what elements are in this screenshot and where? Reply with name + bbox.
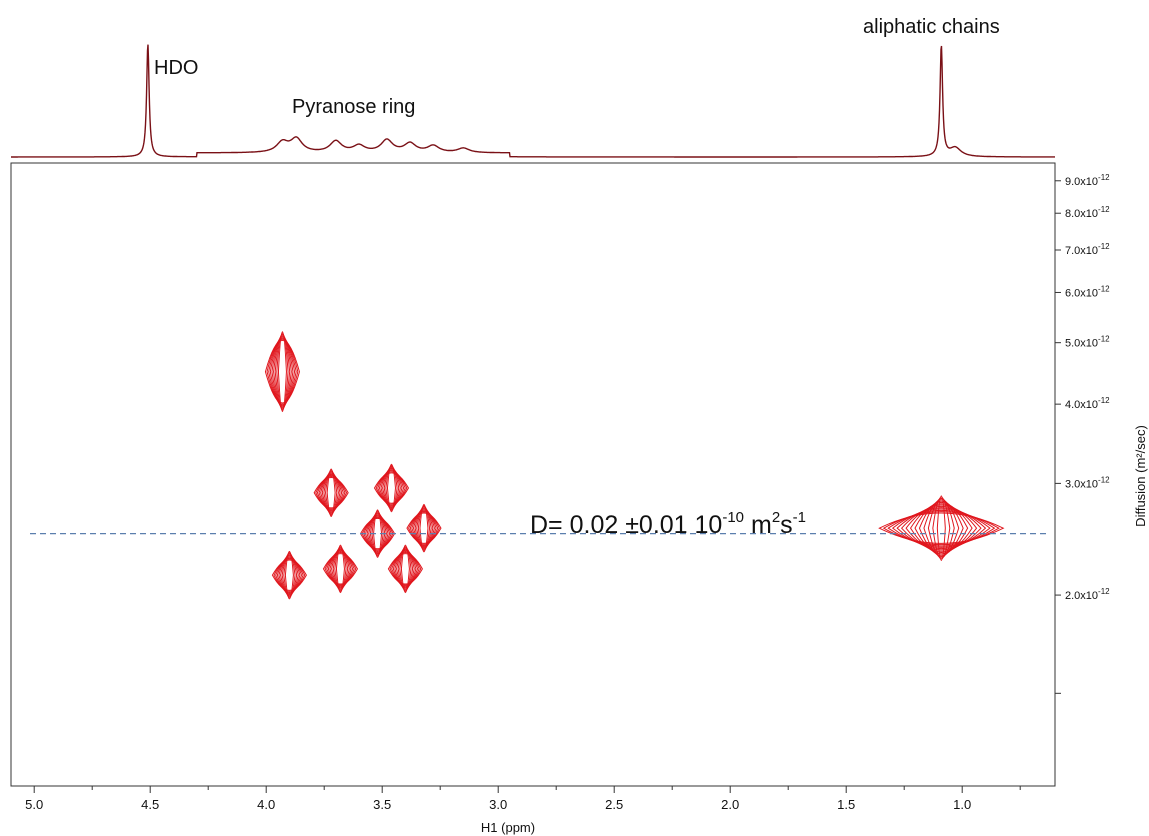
y-tick-exponent: -12: [1098, 205, 1110, 214]
contour-line: [275, 557, 304, 593]
contour-peak: [878, 495, 1005, 561]
contour-line: [387, 553, 423, 585]
y-tick-label: 8.0x10-12: [1065, 205, 1110, 220]
x-tick-label: 4.0: [257, 797, 275, 812]
x-tick-label: 4.5: [141, 797, 159, 812]
y-tick-exponent: -12: [1098, 173, 1110, 182]
y-tick-mantissa: 6.0x10: [1065, 287, 1098, 299]
contour-line: [322, 553, 359, 585]
contour-line: [878, 512, 1005, 544]
y-tick-label: 7.0x10-12: [1065, 242, 1110, 257]
y-tick-mantissa: 8.0x10: [1065, 208, 1098, 220]
contour-line: [406, 512, 442, 544]
contour-line: [391, 551, 420, 587]
x-tick-label: 5.0: [25, 797, 43, 812]
contour-line: [373, 472, 410, 504]
diffusion-annotation-exp: -10: [722, 509, 744, 526]
diffusion-coefficient-annotation: D= 0.02 ±0.01 10-10 m2s-1: [530, 509, 806, 539]
top-spectrum: HDO Pyranose ring aliphatic chains: [11, 16, 1055, 158]
contour-line: [268, 337, 297, 406]
pyranose-ring-annotation: Pyranose ring: [292, 96, 415, 118]
y-tick-exponent: -12: [1098, 587, 1110, 596]
y-tick-label: 3.0x10-12: [1065, 475, 1110, 490]
x-tick-label: 1.0: [953, 797, 971, 812]
y-tick-mantissa: 3.0x10: [1065, 478, 1098, 490]
y-tick-label: 9.0x10-12: [1065, 173, 1110, 188]
contour-peak: [322, 544, 359, 593]
x-tick-label: 3.5: [373, 797, 391, 812]
y-axis: 9.0x10-128.0x10-127.0x10-126.0x10-125.0x…: [1055, 173, 1110, 694]
y-tick-exponent: -12: [1098, 284, 1110, 293]
y-tick-mantissa: 5.0x10: [1065, 338, 1098, 350]
contour-line: [377, 470, 406, 506]
contour-peak: [313, 468, 349, 517]
contour-line: [313, 477, 349, 509]
contour-line: [264, 339, 300, 404]
y-tick-exponent: -12: [1098, 396, 1110, 405]
x-tick-label: 2.5: [605, 797, 623, 812]
contour-line: [326, 551, 355, 587]
x-tick-label: 3.0: [489, 797, 507, 812]
contour-line: [882, 511, 1000, 546]
diffusion-annotation-mid: m: [744, 511, 772, 539]
contour-line: [409, 510, 439, 546]
plot-frame: [10, 162, 1056, 787]
contour-peaks: [264, 331, 1005, 600]
contour-peak: [406, 504, 442, 553]
contour-peak: [387, 544, 423, 593]
y-tick-mantissa: 7.0x10: [1065, 245, 1098, 257]
diffusion-annotation-sup3: -1: [793, 509, 806, 526]
y-tick-mantissa: 4.0x10: [1065, 399, 1098, 411]
x-axis-label: H1 (ppm): [481, 820, 535, 835]
y-tick-mantissa: 2.0x10: [1065, 590, 1098, 602]
y-tick-label: 2.0x10-12: [1065, 587, 1110, 602]
diffusion-annotation-tail: s: [780, 511, 793, 539]
y-tick-label: 5.0x10-12: [1065, 335, 1110, 350]
proton-spectrum-trace: [11, 44, 1055, 158]
y-tick-exponent: -12: [1098, 242, 1110, 251]
y-tick-label: 6.0x10-12: [1065, 284, 1110, 299]
y-tick-exponent: -12: [1098, 475, 1110, 484]
aliphatic-chains-annotation: aliphatic chains: [863, 16, 1000, 38]
x-tick-label: 1.5: [837, 797, 855, 812]
y-tick-exponent: -12: [1098, 335, 1110, 344]
contour-peak: [264, 331, 300, 412]
x-tick-label: 2.0: [721, 797, 739, 812]
x-axis: 5.0 4.5 4.0 3.5 3.0 2.5 2.0 1.5 1.0: [25, 786, 1021, 812]
contour-line: [363, 515, 392, 552]
contour-line: [891, 508, 991, 548]
y-tick-label: 4.0x10-12: [1065, 396, 1110, 411]
contour-peak: [373, 464, 410, 512]
diffusion-annotation-sup2: 2: [772, 509, 780, 526]
y-tick-mantissa: 9.0x10: [1065, 176, 1098, 188]
contour-line: [887, 509, 996, 547]
contour-line: [316, 474, 346, 511]
contour-peak: [271, 551, 307, 600]
diffusion-annotation-prefix: D= 0.02 ±0.01 10: [530, 511, 722, 539]
hdo-annotation: HDO: [154, 57, 198, 79]
contour-line: [271, 559, 307, 591]
y-axis-label: Diffusion (m²/sec): [1133, 425, 1148, 527]
